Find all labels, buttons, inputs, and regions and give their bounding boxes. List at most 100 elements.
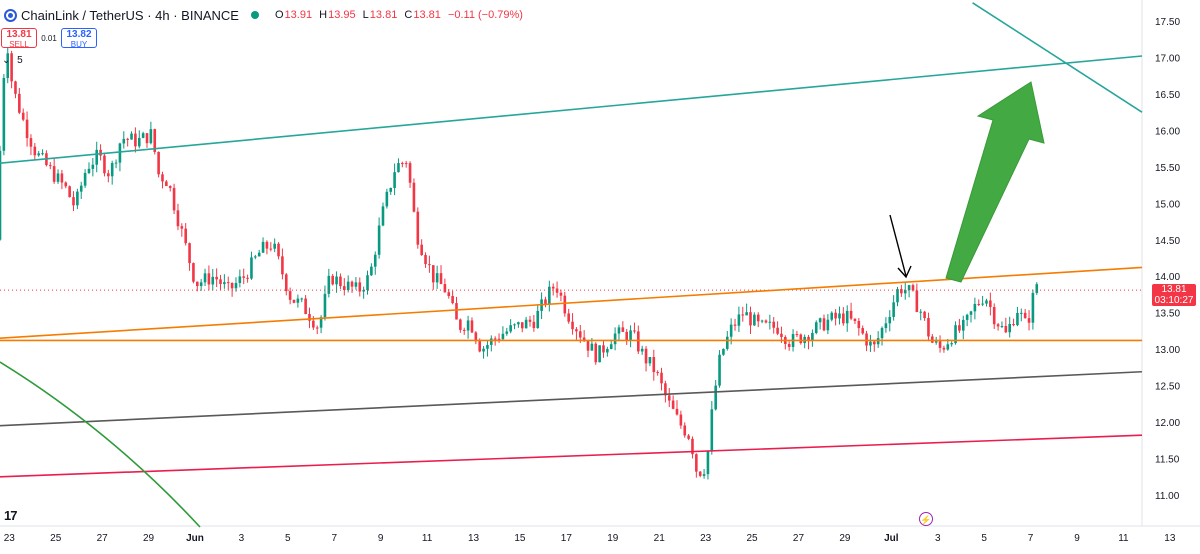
curved-line[interactable] [0,361,201,528]
candle-down [992,307,996,325]
candle-down [958,325,961,331]
candle-down [664,383,667,396]
candle-up [524,319,528,329]
candle-up [257,252,261,257]
candle-down [915,290,919,312]
candle-up [254,256,257,258]
upper-channel-line[interactable] [0,55,1143,164]
candle-up [211,276,215,285]
candle-down [269,248,273,250]
candle-up [513,324,516,326]
candle-down [215,276,218,280]
bottom-trend-line[interactable] [0,434,1143,478]
candle-down [339,276,342,287]
candle-up [486,344,489,349]
candle-up [118,143,122,163]
downtrend-line[interactable] [972,2,1143,113]
candle-down [911,285,915,291]
candle-down [667,395,671,401]
candle-down [428,264,431,266]
candle-down [459,319,462,330]
candle-up [466,320,470,331]
candle-up [961,319,965,331]
candle-down [756,314,760,322]
candle-down [544,299,547,304]
candle-up [981,303,984,305]
candle-up [130,133,133,140]
candle-down [350,281,354,287]
price-axis[interactable] [1142,0,1200,554]
candle-up [1016,312,1019,326]
candle-up [973,303,977,312]
candle-down [865,333,868,346]
candle-up [640,348,644,352]
x-tick-label: 23 [700,533,712,544]
candle-down [219,279,222,285]
candle-down [741,314,745,316]
lower-trend-line[interactable] [0,370,1143,427]
tradingview-logo-icon[interactable]: 17 [4,508,18,523]
candle-down [1027,318,1031,323]
symbol-title[interactable]: ChainLink / TetherUS · 4h · BINANCE [21,7,239,23]
candle-down [675,408,679,415]
candle-down [671,400,675,409]
candle-down [644,348,648,364]
candle-down [443,284,447,293]
candle-down [528,319,532,322]
buy-button[interactable]: 13.82 BUY [61,28,97,49]
candle-up [722,348,725,355]
sell-button[interactable]: 13.81 SELL [1,28,37,49]
candle-down [284,274,288,292]
candle-down [304,298,307,315]
lightning-icon[interactable]: ⚡ [919,512,933,526]
candle-down [25,119,29,139]
y-tick-label: 14.00 [1155,272,1180,283]
candle-down [145,133,149,144]
candle-down [246,277,249,279]
x-tick-label: 19 [607,533,619,544]
candle-down [288,291,292,300]
candle-down [749,312,752,326]
trade-panel: 13.81 SELL 0.01 13.82 BUY [1,27,97,49]
candle-up [613,333,617,345]
candle-up [373,254,377,267]
candle-up [706,451,710,475]
target-arrow[interactable] [945,81,1045,283]
candle-down [582,337,586,342]
candle-up [300,298,304,300]
x-tick-label: 13 [1164,533,1176,544]
candle-down [849,310,853,319]
rising-resistance-line[interactable] [0,266,1143,340]
candle-down [126,138,129,140]
y-tick-label: 16.50 [1155,90,1180,101]
candle-up [79,185,83,192]
candle-up [946,344,950,350]
y-tick-label: 15.50 [1155,163,1180,174]
candle-up [753,314,756,326]
indicators-collapse-toggle[interactable]: ⌄ 5 [2,55,23,66]
candle-down [292,299,296,303]
candle-down [281,256,284,275]
candle-up [377,225,381,255]
x-tick-label: 9 [1074,533,1080,544]
candle-up [814,322,818,333]
y-tick-label: 16.00 [1155,126,1180,137]
candle-down [602,345,605,353]
candle-down [308,314,311,321]
candle-up [888,316,892,324]
candle-up [482,348,485,352]
y-tick-label: 11.00 [1155,491,1180,502]
candle-down [637,331,640,352]
candle-up [845,310,849,324]
candle-up [869,341,872,346]
candle-up [826,319,830,331]
candle-down [68,186,71,198]
candle-down [134,133,137,147]
pointer-arrow[interactable] [889,214,907,277]
candle-down [404,163,408,165]
candle-down [764,320,768,323]
candle-up [950,343,953,345]
candle-up [250,257,253,279]
candle-down [927,318,930,337]
